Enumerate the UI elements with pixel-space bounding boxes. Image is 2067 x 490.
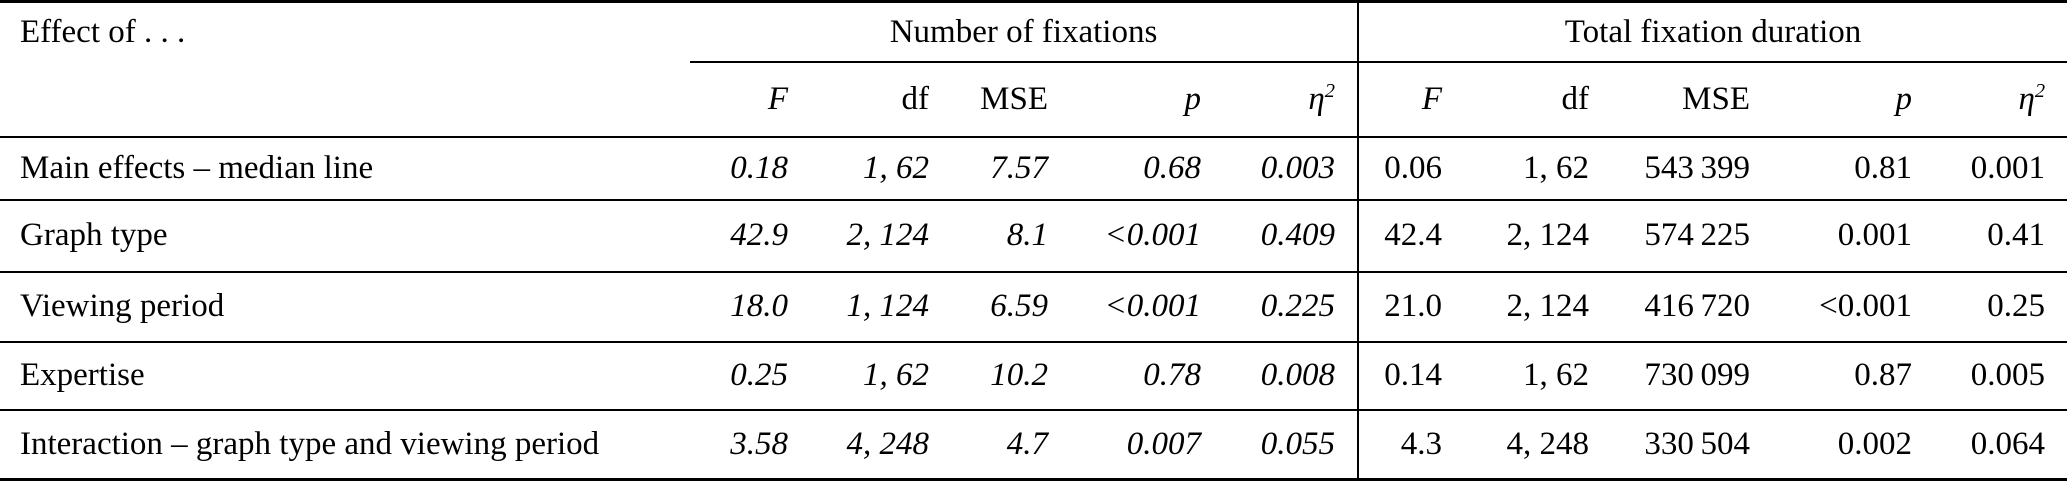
cell-nof-eta: 0.225 xyxy=(1213,271,1359,343)
cell-nof-p: <0.001 xyxy=(1060,271,1213,343)
cell-tfd-mse: 416 720 xyxy=(1601,271,1763,343)
eta-exponent: 2 xyxy=(2034,80,2046,103)
row-label: Viewing period xyxy=(0,271,690,343)
cell-tfd-f: 21.0 xyxy=(1357,271,1455,343)
cell-tfd-df: 1, 62 xyxy=(1454,136,1602,201)
column-header-row: F df MSE p η2 F df MSE p η2 xyxy=(0,61,2067,138)
col-header-tfd-f: F xyxy=(1357,61,1455,138)
cell-nof-eta: 0.409 xyxy=(1213,199,1359,273)
cell-nof-p: 0.007 xyxy=(1126,426,1201,463)
row-label: Expertise xyxy=(0,341,690,411)
group-header-number-of-fixations: Number of fixations xyxy=(690,1,1359,63)
table-row-interaction-graph-type-viewing-period: Interaction – graph type and viewing per… xyxy=(0,409,2067,480)
effect-of-header: Effect of . . . xyxy=(0,1,690,138)
cell-nof-df: 1, 62 xyxy=(800,341,941,411)
cell-nof-df: 2, 124 xyxy=(800,199,941,273)
cell-tfd-f: 42.4 xyxy=(1357,199,1455,273)
table-row-main-effects-median-line: Main effects – median line 0.18 1, 62 7.… xyxy=(0,136,2067,201)
cell-nof-f: 3.58 xyxy=(730,426,788,463)
eta-exponent: 2 xyxy=(1324,80,1336,103)
row-label: Main effects – median line xyxy=(0,136,690,201)
cell-tfd-mse: 543 399 xyxy=(1601,136,1763,201)
cell-tfd-p: 0.002 xyxy=(1837,426,1913,463)
cell-nof-eta: 0.003 xyxy=(1213,136,1359,201)
row-label: Graph type xyxy=(0,199,690,273)
cell-nof-f: 0.25 xyxy=(690,341,800,411)
cell-nof-mse: 10.2 xyxy=(941,341,1060,411)
col-header-nof-f: F xyxy=(690,61,800,138)
cell-tfd-df: 1, 62 xyxy=(1454,341,1602,411)
col-header-nof-df: df xyxy=(800,61,941,138)
cell-tfd-df: 2, 124 xyxy=(1454,199,1602,273)
cell-tfd-f: 4.3 xyxy=(1357,409,1455,480)
col-header-tfd-mse: MSE xyxy=(1601,61,1763,138)
group-header-row: Effect of . . . Number of fixations Tota… xyxy=(0,1,2067,138)
col-header-tfd-df: df xyxy=(1454,61,1602,138)
cell-nof-p: <0.001 xyxy=(1060,199,1213,273)
cell-tfd-p: <0.001 xyxy=(1762,271,1925,343)
cell-nof-df: 4, 248 xyxy=(846,426,930,463)
col-header-nof-eta-squared: η2 xyxy=(1213,61,1359,138)
cell-nof-df: 1, 62 xyxy=(800,136,941,201)
row-label: Interaction – graph type and viewing per… xyxy=(20,426,600,463)
cell-nof-f: 0.18 xyxy=(690,136,800,201)
cell-tfd-p: 0.81 xyxy=(1762,136,1925,201)
cell-tfd-df: 4, 248 xyxy=(1506,426,1590,463)
col-header-tfd-eta-squared: η2 xyxy=(1924,61,2067,138)
cell-tfd-mse: 330 504 xyxy=(1644,426,1751,463)
col-header-nof-p: p xyxy=(1060,61,1213,138)
cell-nof-eta: 0.055 xyxy=(1260,426,1336,463)
cell-tfd-eta: 0.25 xyxy=(1924,271,2067,343)
cell-tfd-eta: 0.001 xyxy=(1924,136,2067,201)
group-header-total-fixation-duration: Total fixation duration xyxy=(1357,1,2067,63)
cell-nof-df: 1, 124 xyxy=(800,271,941,343)
cell-nof-eta: 0.008 xyxy=(1213,341,1359,411)
table-row-graph-type: Graph type 42.9 2, 124 8.1 <0.001 0.409 … xyxy=(0,199,2067,273)
col-header-tfd-p: p xyxy=(1762,61,1925,138)
cell-tfd-df: 2, 124 xyxy=(1454,271,1602,343)
eta-symbol: η xyxy=(1308,81,1325,118)
eta-symbol: η xyxy=(2018,81,2035,118)
cell-nof-mse: 8.1 xyxy=(941,199,1060,273)
cell-tfd-p: 0.87 xyxy=(1762,341,1925,411)
cell-tfd-f: 0.14 xyxy=(1357,341,1455,411)
cell-tfd-eta: 0.41 xyxy=(1924,199,2067,273)
cell-nof-mse: 4.7 xyxy=(1006,426,1048,463)
col-header-nof-mse: MSE xyxy=(941,61,1060,138)
table-row-viewing-period: Viewing period 18.0 1, 124 6.59 <0.001 0… xyxy=(0,271,2067,343)
cell-nof-f: 42.9 xyxy=(690,199,800,273)
cell-nof-mse: 6.59 xyxy=(941,271,1060,343)
cell-tfd-eta: 0.064 xyxy=(1970,426,2046,463)
table-row-expertise: Expertise 0.25 1, 62 10.2 0.78 0.008 0.1… xyxy=(0,341,2067,411)
cell-tfd-eta: 0.005 xyxy=(1924,341,2067,411)
cell-nof-mse: 7.57 xyxy=(941,136,1060,201)
cell-tfd-mse: 730 099 xyxy=(1601,341,1763,411)
cell-tfd-p: 0.001 xyxy=(1762,199,1925,273)
cell-tfd-f: 0.06 xyxy=(1357,136,1455,201)
cell-tfd-mse: 574 225 xyxy=(1601,199,1763,273)
cell-nof-p: 0.78 xyxy=(1060,341,1213,411)
cell-nof-f: 18.0 xyxy=(690,271,800,343)
cell-nof-p: 0.68 xyxy=(1060,136,1213,201)
